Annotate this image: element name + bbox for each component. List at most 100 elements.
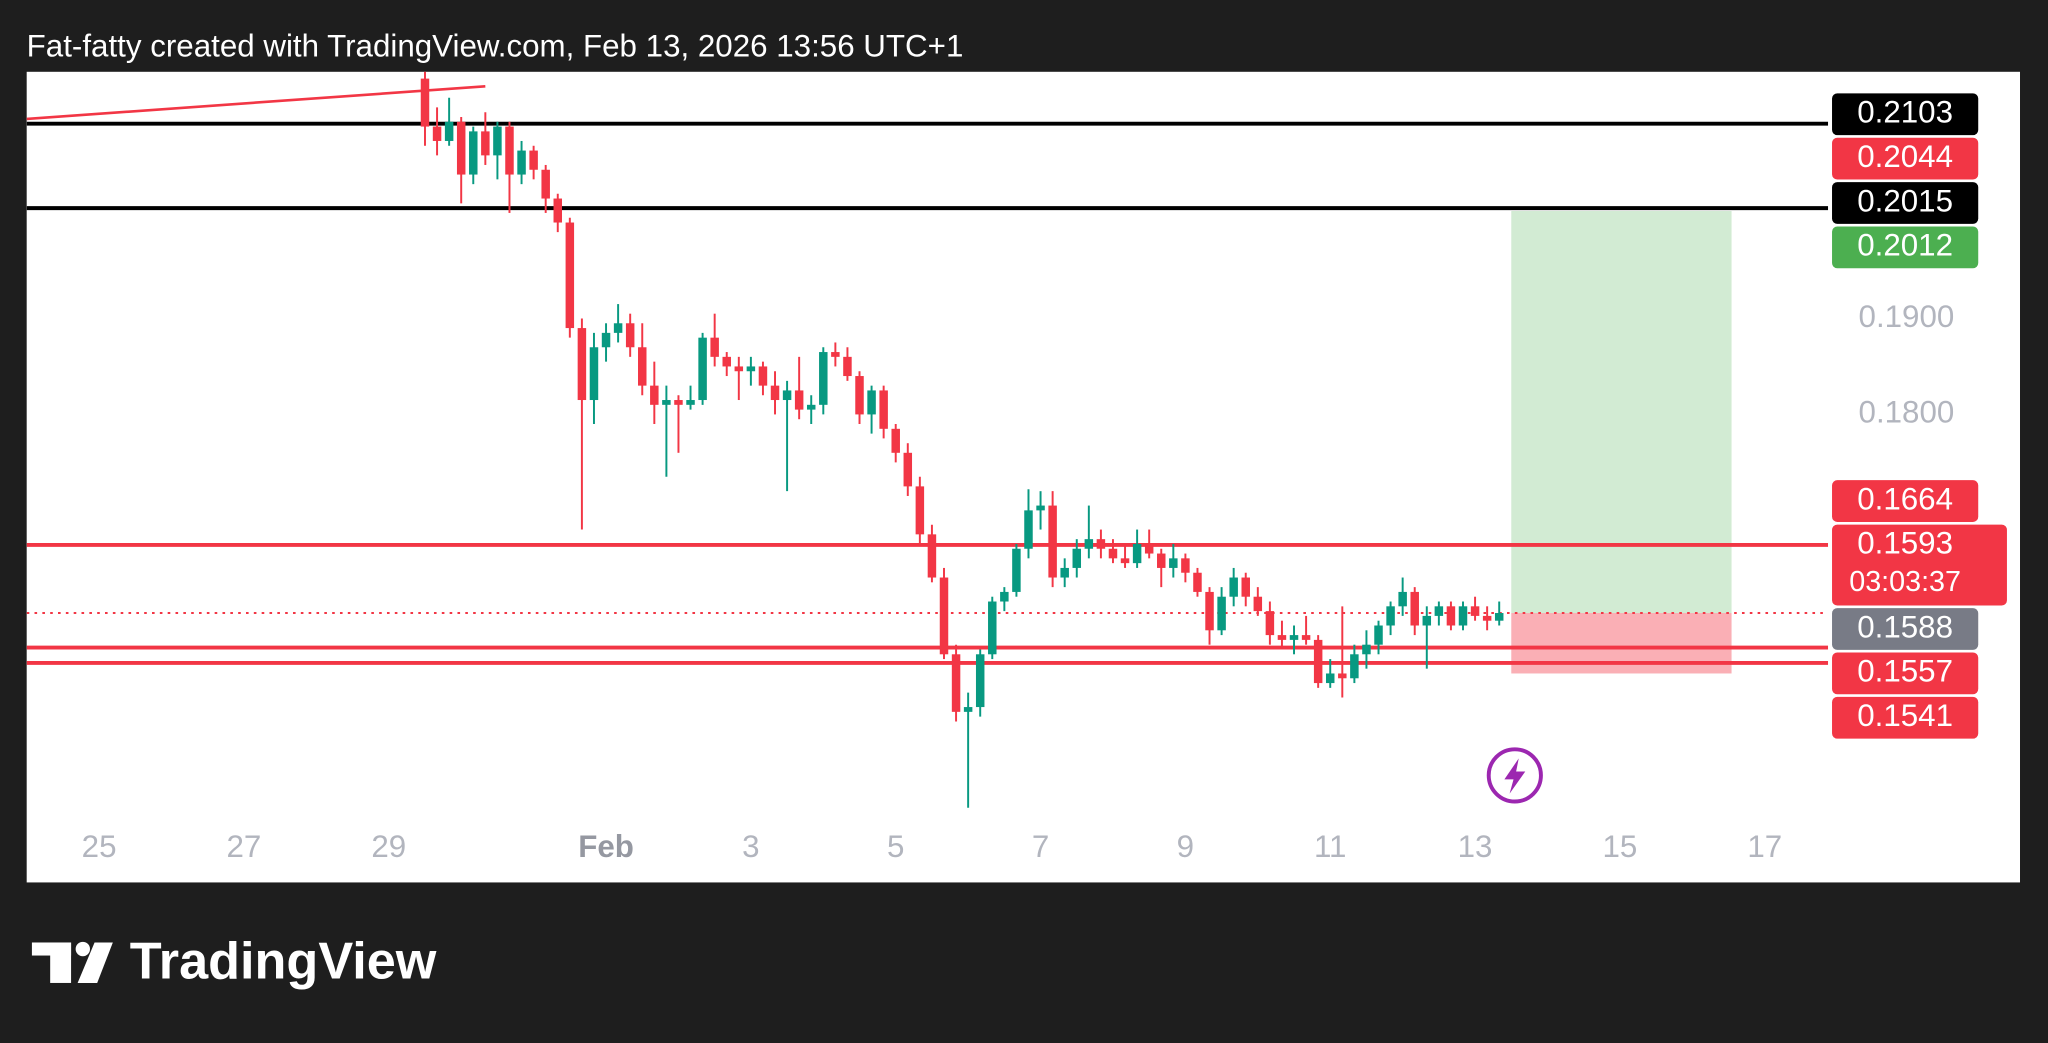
candle-body <box>855 376 864 415</box>
logo-part <box>77 942 113 983</box>
candle-body <box>903 452 913 487</box>
candle-body <box>891 428 900 453</box>
candle-body <box>1253 596 1263 612</box>
candle-body <box>565 222 575 329</box>
candle-body <box>758 366 768 386</box>
candle-body <box>770 385 780 401</box>
x-tick-label: 15 <box>1602 829 1637 864</box>
candle-body <box>1060 567 1069 578</box>
price-label-text: 0.2015 <box>1857 183 1953 218</box>
candle-body <box>1084 539 1094 549</box>
candle-body <box>456 121 466 175</box>
x-tick-label: 27 <box>227 829 262 864</box>
candle-body <box>1386 606 1395 626</box>
candle-body <box>988 601 997 655</box>
candle-body <box>1325 673 1335 684</box>
price-label: 0.1588 <box>1832 608 1979 650</box>
countdown: 03:03:37 <box>1849 566 1961 598</box>
logo-part <box>75 941 90 957</box>
x-tick-label: 3 <box>742 829 759 864</box>
candle-body <box>589 347 599 401</box>
plot-area <box>26 71 1829 808</box>
candle-body <box>1350 654 1359 679</box>
candle-body <box>1217 596 1226 631</box>
candle-body <box>444 121 454 141</box>
candle-body <box>831 352 840 357</box>
candle-body <box>975 654 985 708</box>
candle-body <box>1024 510 1033 549</box>
brand-logo: TradingView <box>31 932 437 990</box>
candle-body <box>1096 539 1106 549</box>
x-tick-label: 9 <box>1177 829 1194 864</box>
candle-body <box>432 126 442 141</box>
candle-body <box>1205 591 1214 631</box>
candle-body <box>1470 606 1480 616</box>
alert-circle <box>1486 747 1543 804</box>
price-label-box <box>1832 696 1979 739</box>
candle-body <box>577 328 587 401</box>
candle-body <box>638 347 647 386</box>
candle-body <box>1181 558 1190 573</box>
price-label-text: 0.1541 <box>1857 698 1953 733</box>
candle-body <box>1169 558 1178 568</box>
price-label: 0.2103 <box>1832 93 1979 136</box>
candle-body <box>1048 505 1057 578</box>
price-label-box <box>1832 182 1979 224</box>
price-label-box <box>1832 137 1979 180</box>
candle-body <box>1494 613 1504 621</box>
candle-body <box>529 150 538 170</box>
candle-body <box>698 337 707 401</box>
price-label: 0.1541 <box>1832 696 1979 739</box>
trend-line <box>26 84 486 121</box>
candle-body <box>505 126 514 175</box>
logo-part <box>50 942 72 983</box>
price-label: 0.1557 <box>1832 652 1979 695</box>
price-label-box <box>1832 652 1979 695</box>
candle-body <box>1193 572 1202 592</box>
price-label-text: 0.2044 <box>1857 139 1953 174</box>
candle-body <box>1108 548 1118 559</box>
candle-body <box>1422 615 1432 626</box>
candle-body <box>1458 606 1468 626</box>
candle-body <box>915 486 925 535</box>
candle-body <box>662 400 671 405</box>
candle-body <box>1362 644 1371 655</box>
candle-body <box>782 390 792 401</box>
candle-body <box>794 390 804 410</box>
candle-body <box>1229 577 1238 597</box>
candle-body <box>939 577 949 655</box>
candle-body <box>963 707 973 712</box>
candle-body <box>1120 558 1130 564</box>
candle-body <box>1301 635 1311 640</box>
x-tick-label: Feb <box>578 829 634 864</box>
candle-body <box>1482 615 1492 621</box>
price-label: 0.2044 <box>1832 137 1979 180</box>
price-label-text: 0.1593 <box>1857 526 1953 561</box>
alert-icon[interactable] <box>1486 747 1543 804</box>
candle-body <box>613 323 623 333</box>
candle-body <box>1434 606 1444 616</box>
candle-body <box>1374 625 1383 645</box>
candle-body <box>734 366 744 372</box>
x-tick-label: 5 <box>887 829 904 864</box>
brand-name: TradingView <box>130 932 437 990</box>
x-tick-label: 11 <box>1314 829 1347 864</box>
candle-body <box>625 323 635 348</box>
candle-body <box>1265 611 1275 636</box>
candle-body <box>1241 577 1250 597</box>
candle-body <box>601 332 611 348</box>
price-label-text: 0.1588 <box>1857 609 1953 644</box>
candle-body <box>493 126 502 156</box>
y-tick-label: 0.1800 <box>1859 395 1955 430</box>
candle-body <box>1410 591 1419 626</box>
candle-body <box>806 404 816 410</box>
candle-body <box>867 390 876 415</box>
candle-body <box>674 400 683 405</box>
price-label-box <box>1832 480 1979 522</box>
candle-body <box>951 654 961 712</box>
candle-body <box>1446 606 1456 626</box>
candle-body <box>1289 635 1299 640</box>
price-label-box <box>1832 226 1979 269</box>
candle-body <box>1012 548 1021 592</box>
candle-body <box>481 131 490 156</box>
